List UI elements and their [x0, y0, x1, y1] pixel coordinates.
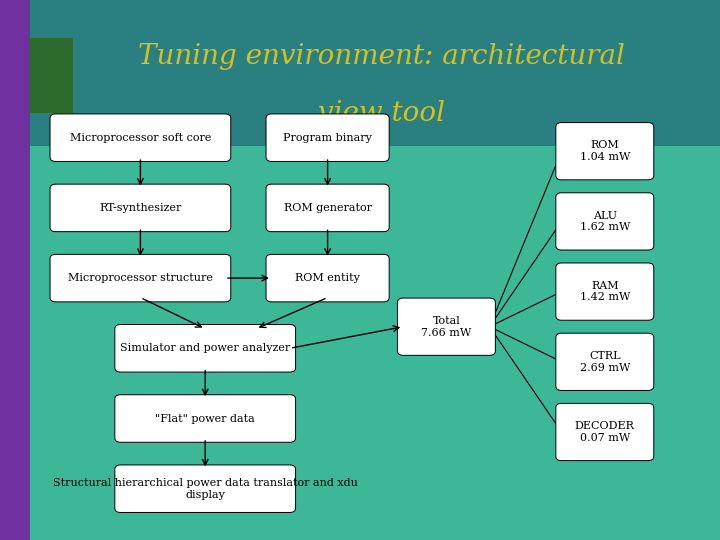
- Text: CTRL
2.69 mW: CTRL 2.69 mW: [580, 351, 630, 373]
- Text: ROM entity: ROM entity: [295, 273, 360, 283]
- Text: Total
7.66 mW: Total 7.66 mW: [421, 316, 472, 338]
- Text: view tool: view tool: [318, 100, 445, 127]
- FancyBboxPatch shape: [266, 184, 389, 232]
- FancyBboxPatch shape: [50, 114, 230, 161]
- Text: Program binary: Program binary: [283, 133, 372, 143]
- Text: Simulator and power analyzer: Simulator and power analyzer: [120, 343, 290, 353]
- FancyBboxPatch shape: [556, 123, 654, 180]
- Text: ROM generator: ROM generator: [284, 203, 372, 213]
- Bar: [0, 0, 30, 540]
- Bar: [30, 38, 73, 113]
- FancyBboxPatch shape: [556, 193, 654, 250]
- Text: ROM
1.04 mW: ROM 1.04 mW: [580, 140, 630, 162]
- FancyBboxPatch shape: [397, 298, 495, 355]
- FancyBboxPatch shape: [114, 325, 296, 372]
- Text: Microprocessor structure: Microprocessor structure: [68, 273, 213, 283]
- Text: Microprocessor soft core: Microprocessor soft core: [70, 133, 211, 143]
- FancyBboxPatch shape: [114, 395, 296, 442]
- FancyBboxPatch shape: [50, 184, 230, 232]
- Text: RAM
1.42 mW: RAM 1.42 mW: [580, 281, 630, 302]
- Text: ALU
1.62 mW: ALU 1.62 mW: [580, 211, 630, 232]
- FancyBboxPatch shape: [266, 254, 389, 302]
- Bar: [0, 0, 720, 146]
- FancyBboxPatch shape: [114, 465, 296, 512]
- Text: RT-synthesizer: RT-synthesizer: [99, 203, 181, 213]
- Text: DECODER
0.07 mW: DECODER 0.07 mW: [575, 421, 635, 443]
- FancyBboxPatch shape: [556, 403, 654, 461]
- Text: Tuning environment: architectural: Tuning environment: architectural: [138, 43, 625, 70]
- FancyBboxPatch shape: [556, 333, 654, 390]
- FancyBboxPatch shape: [50, 254, 230, 302]
- Text: Structural hierarchical power data translator and xdu
display: Structural hierarchical power data trans…: [53, 478, 358, 500]
- Text: "Flat" power data: "Flat" power data: [156, 414, 255, 423]
- FancyBboxPatch shape: [556, 263, 654, 320]
- FancyBboxPatch shape: [266, 114, 389, 161]
